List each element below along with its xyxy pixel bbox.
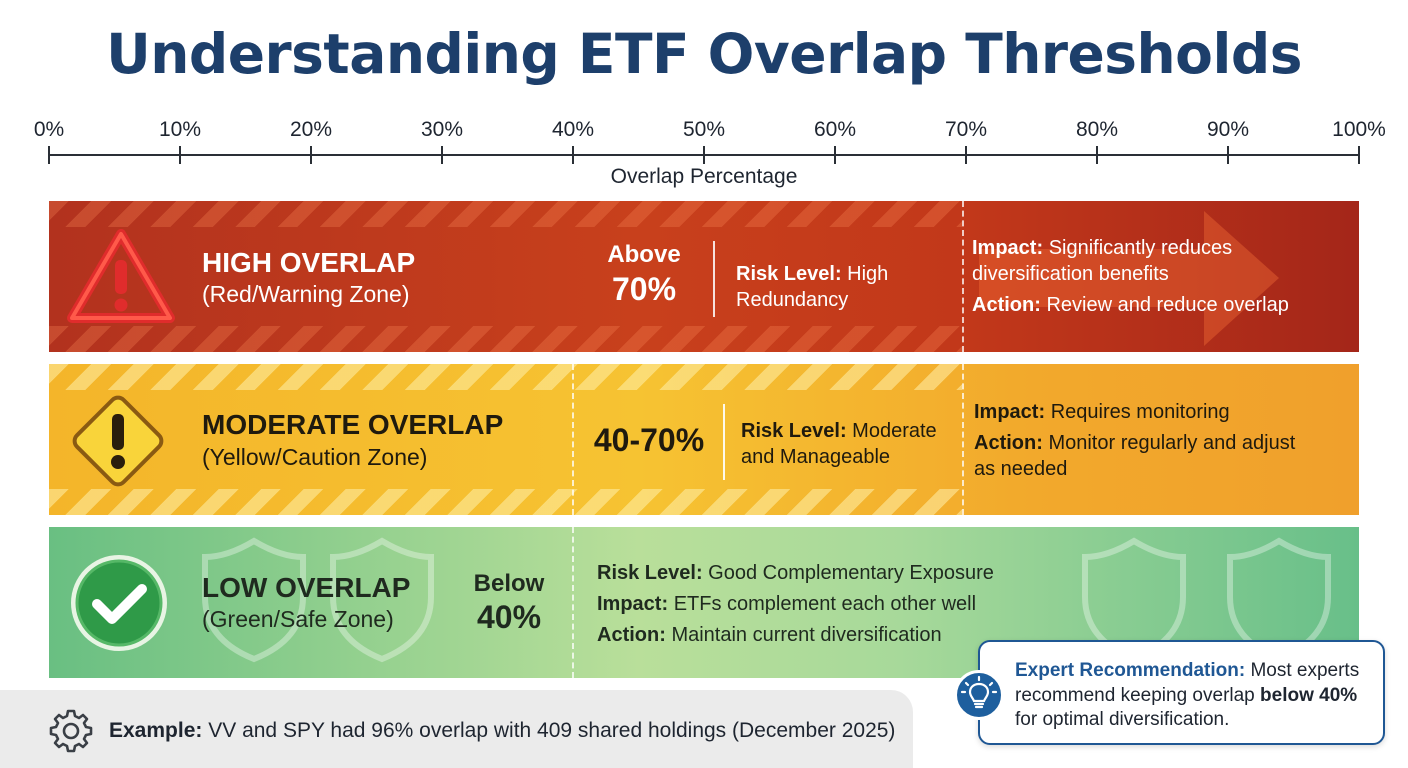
low-overlap-zone: LOW OVERLAP (Green/Safe Zone) Below 40% … <box>49 527 1359 678</box>
page-title: Understanding ETF Overlap Thresholds <box>106 22 1302 86</box>
arrow-right-icon <box>979 211 1279 346</box>
hazard-stripes <box>49 201 962 227</box>
scale-tick-label: 70% <box>944 118 988 141</box>
zone-divider-40 <box>572 527 574 678</box>
scale-tick-label: 0% <box>33 118 65 141</box>
checkmark-circle-icon <box>71 555 167 651</box>
scale-tick-label: 10% <box>158 118 202 141</box>
range-value: 70% <box>611 271 677 307</box>
separator <box>723 404 725 480</box>
expert-recommendation-box <box>978 640 1385 745</box>
scale-tick-label: 50% <box>682 118 726 141</box>
risk-level-text: Risk Level: Moderate and Manageable <box>741 420 937 468</box>
scale-tick-label: 40% <box>551 118 595 141</box>
scale-tick <box>179 146 181 164</box>
separator <box>713 241 715 317</box>
scale-tick <box>1227 146 1229 164</box>
caution-diamond-icon <box>72 395 164 487</box>
impact-text: Impact: Significantly reduces diversific… <box>972 237 1233 285</box>
scale-tick-label: 90% <box>1206 118 1250 141</box>
zone-divider-70 <box>962 364 964 515</box>
range-prefix: Below <box>473 570 545 597</box>
risk-level-text: Risk Level: High Redundancy <box>736 263 889 311</box>
impact-text: Impact: Requires monitoring <box>974 401 1230 423</box>
zone-subtitle: (Green/Safe Zone) <box>202 606 394 632</box>
action-text: Action: Maintain current diversification <box>597 624 942 646</box>
scale-tick-label: 60% <box>813 118 857 141</box>
high-overlap-zone: HIGH OVERLAP (Red/Warning Zone) Above 70… <box>49 201 1359 352</box>
scale-tick <box>310 146 312 164</box>
lightbulb-icon <box>954 670 1004 720</box>
warning-triangle-icon <box>67 229 175 323</box>
shield-icon <box>330 537 434 663</box>
moderate-overlap-zone: MODERATE OVERLAP (Yellow/Caution Zone) 4… <box>49 364 1359 515</box>
example-text: Example: VV and SPY had 96% overlap with… <box>109 719 896 742</box>
impact-text: Impact: ETFs complement each other well <box>597 593 977 615</box>
scale-tick <box>703 146 705 164</box>
scale-axis-title: Overlap Percentage <box>610 165 798 188</box>
scale-tick-label: 20% <box>289 118 333 141</box>
range-value: 40-70% <box>593 422 705 458</box>
scale-tick-label: 30% <box>420 118 464 141</box>
scale-tick <box>1358 146 1360 164</box>
zone-divider-70 <box>962 201 964 352</box>
zone-divider-40 <box>572 364 574 515</box>
action-text: Action: Monitor regularly and adjust as … <box>974 432 1296 480</box>
action-text: Action: Review and reduce overlap <box>972 294 1289 316</box>
gear-icon <box>49 709 93 753</box>
zone-name: HIGH OVERLAP <box>202 247 416 278</box>
scale-tick-label: 80% <box>1075 118 1119 141</box>
scale-tick <box>572 146 574 164</box>
zone-subtitle: (Red/Warning Zone) <box>202 281 410 307</box>
zone-name: LOW OVERLAP <box>202 572 411 603</box>
hazard-stripes <box>49 489 962 515</box>
scale-tick <box>441 146 443 164</box>
scale-tick <box>48 146 50 164</box>
example-bar: Example: VV and SPY had 96% overlap with… <box>0 690 913 768</box>
range-value: 40% <box>476 599 542 635</box>
scale-tick <box>965 146 967 164</box>
zone-subtitle: (Yellow/Caution Zone) <box>202 444 428 470</box>
shield-icon <box>202 537 306 663</box>
recommendation-text: Expert Recommendation: Most experts reco… <box>1015 660 1360 730</box>
overlap-scale: 0% 10% 20% 30% 40% 50% 60% 70% 80% 90% 100% Overla… <box>0 110 1408 190</box>
hazard-stripes <box>49 364 962 390</box>
zone-name: MODERATE OVERLAP <box>202 409 504 440</box>
scale-tick-label: 100% <box>1332 118 1386 141</box>
hazard-stripes <box>49 326 962 352</box>
risk-level-text: Risk Level: Good Complementary Exposure <box>597 562 994 584</box>
range-prefix: Above <box>607 241 681 268</box>
scale-tick <box>834 146 836 164</box>
scale-tick <box>1096 146 1098 164</box>
